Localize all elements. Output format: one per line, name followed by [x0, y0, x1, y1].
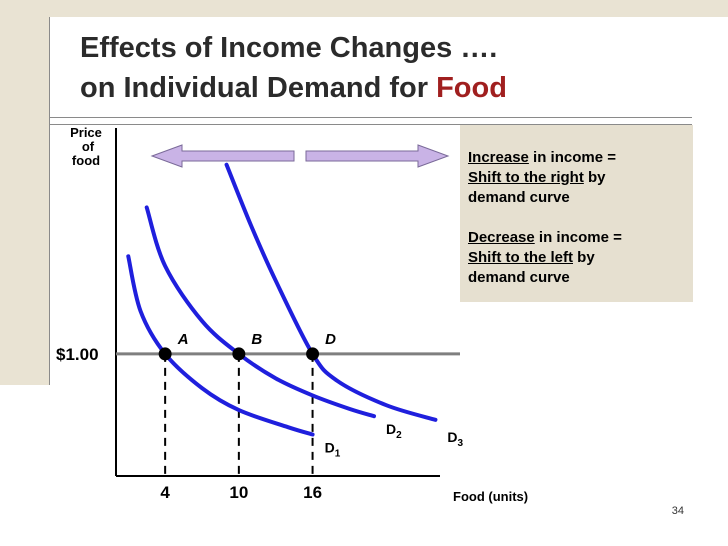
- x-axis-label: Food (units): [453, 489, 528, 504]
- shift-left-arrow: [150, 144, 295, 168]
- y-axis-label-3: food: [72, 153, 100, 168]
- x-tick-label-10: 10: [229, 483, 248, 502]
- curve-label-d2: D2: [386, 421, 402, 441]
- title-line-2: on Individual Demand for: [80, 72, 437, 104]
- shift-right-text: Shift to the right: [468, 169, 584, 186]
- point-b: [232, 347, 246, 361]
- slide-title: Effects of Income Changes …. on Individu…: [80, 28, 507, 108]
- y-axis-label-1: Price: [70, 125, 102, 140]
- title-accent-word: Food: [436, 72, 507, 104]
- demand-curve-text-1: demand curve: [468, 189, 570, 206]
- side-frame-bar: [0, 0, 49, 385]
- demand-curve-text-2: demand curve: [468, 269, 570, 286]
- x-tick-label-4: 4: [160, 483, 170, 502]
- demand-curve-d3: [224, 162, 438, 422]
- decrease-note: Decrease in income = Shift to the left b…: [468, 228, 693, 288]
- curve-label-d1: D1: [325, 439, 341, 459]
- shift-left-rest: by: [573, 249, 595, 266]
- side-frame-line: [49, 17, 50, 385]
- title-line-1: Effects of Income Changes ….: [80, 32, 498, 64]
- top-frame-bar: [0, 0, 728, 17]
- increase-word: Increase: [468, 149, 529, 166]
- point-label-b: B: [251, 331, 262, 348]
- point-d: [306, 347, 320, 361]
- point-a: [158, 347, 172, 361]
- x-tick-label-16: 16: [303, 483, 322, 502]
- demand-curve-d2: [144, 205, 376, 419]
- increase-note: Increase in income = Shift to the right …: [468, 148, 693, 208]
- price-label: $1.00: [56, 345, 99, 364]
- title-rule: [49, 117, 692, 125]
- explanation-box: Increase in income = Shift to the right …: [460, 125, 693, 302]
- shift-right-rest: by: [583, 169, 606, 186]
- demand-curve-d1: [126, 254, 315, 437]
- shift-left-text: Shift to the left: [468, 249, 573, 266]
- decrease-word: Decrease: [468, 229, 535, 246]
- point-label-d: D: [325, 331, 336, 348]
- shift-right-arrow: [305, 144, 450, 168]
- point-label-a: A: [177, 331, 189, 348]
- decrease-rest: in income =: [534, 229, 622, 246]
- increase-rest: in income =: [528, 149, 616, 166]
- slide-number: 34: [671, 505, 684, 517]
- y-axis-label-2: of: [82, 139, 95, 154]
- curve-label-d3: D3: [447, 429, 463, 449]
